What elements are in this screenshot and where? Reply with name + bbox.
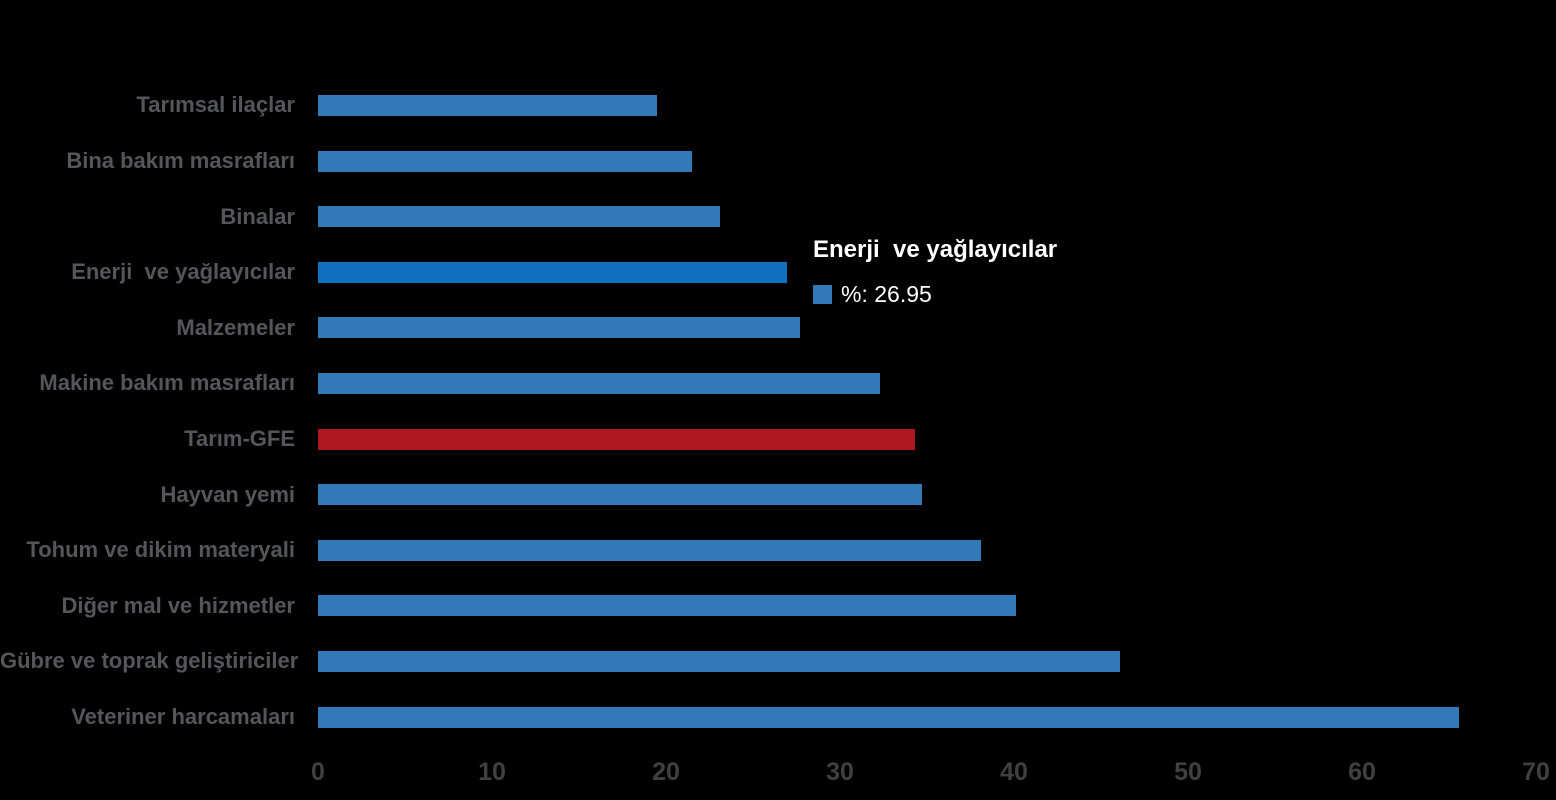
category-label: Malzemeler (176, 314, 295, 340)
category-label: Enerji ve yağlayıcılar (71, 259, 295, 285)
x-axis-tick-label: 40 (1000, 758, 1028, 786)
bar-highlight[interactable] (318, 261, 787, 283)
tooltip: Enerji ve yağlayıcılar %: 26.95 (813, 236, 1057, 308)
category-label: Veteriner harcamaları (71, 704, 295, 730)
x-axis-tick-label: 60 (1348, 758, 1376, 786)
category-label: Tarım-GFE (184, 426, 295, 452)
category-label: Bina bakım masrafları (66, 148, 295, 174)
bar-normal[interactable] (318, 706, 1460, 728)
bar-normal[interactable] (318, 650, 1121, 672)
x-axis-tick-label: 30 (826, 758, 854, 786)
tooltip-legend-swatch-icon (813, 285, 832, 304)
chart-row: Hayvan yemi (0, 467, 1556, 523)
chart-row: Makine bakım masrafları (0, 356, 1556, 412)
chart-row: Gübre ve toprak geliştiriciler (0, 634, 1556, 690)
category-label: Makine bakım masrafları (39, 370, 295, 396)
chart-row: Tarım-GFE (0, 411, 1556, 467)
bar-normal[interactable] (318, 372, 881, 394)
chart-row: Bina bakım masrafları (0, 133, 1556, 189)
bar-emphasis[interactable] (318, 428, 915, 450)
chart-row: Malzemeler (0, 300, 1556, 356)
category-label: Gübre ve toprak geliştiriciler (0, 648, 299, 674)
bar-normal[interactable] (318, 150, 693, 172)
bar-normal[interactable] (318, 206, 720, 228)
category-label: Tohum ve dikim materyali (26, 537, 295, 563)
category-label: Hayvan yemi (160, 481, 295, 507)
bar-normal[interactable] (318, 484, 922, 506)
chart-row: Tohum ve dikim materyali (0, 523, 1556, 579)
category-label: Diğer mal ve hizmetler (61, 592, 295, 618)
category-label: Binalar (220, 203, 295, 229)
chart-row: Veteriner harcamaları (0, 689, 1556, 745)
x-axis-tick-label: 10 (478, 758, 506, 786)
x-axis-tick-label: 20 (652, 758, 680, 786)
category-label: Tarımsal ilaçlar (136, 92, 295, 118)
chart-row: Diğer mal ve hizmetler (0, 578, 1556, 634)
x-axis-tick-label: 0 (311, 758, 325, 786)
tooltip-value: %: 26.95 (841, 281, 932, 307)
bar-normal[interactable] (318, 595, 1016, 617)
bar-normal[interactable] (318, 317, 800, 339)
chart-row: Tarımsal ilaçlar (0, 78, 1556, 134)
x-axis-tick-label: 70 (1522, 758, 1550, 786)
chart-row: Enerji ve yağlayıcılar (0, 245, 1556, 301)
bar-normal[interactable] (318, 94, 658, 116)
tooltip-title: Enerji ve yağlayıcılar (813, 236, 1058, 263)
bar-normal[interactable] (318, 539, 981, 561)
chart-row: Binalar (0, 189, 1556, 245)
tooltip-value-row: %: 26.95 (813, 281, 1057, 308)
x-axis-tick-label: 50 (1174, 758, 1202, 786)
